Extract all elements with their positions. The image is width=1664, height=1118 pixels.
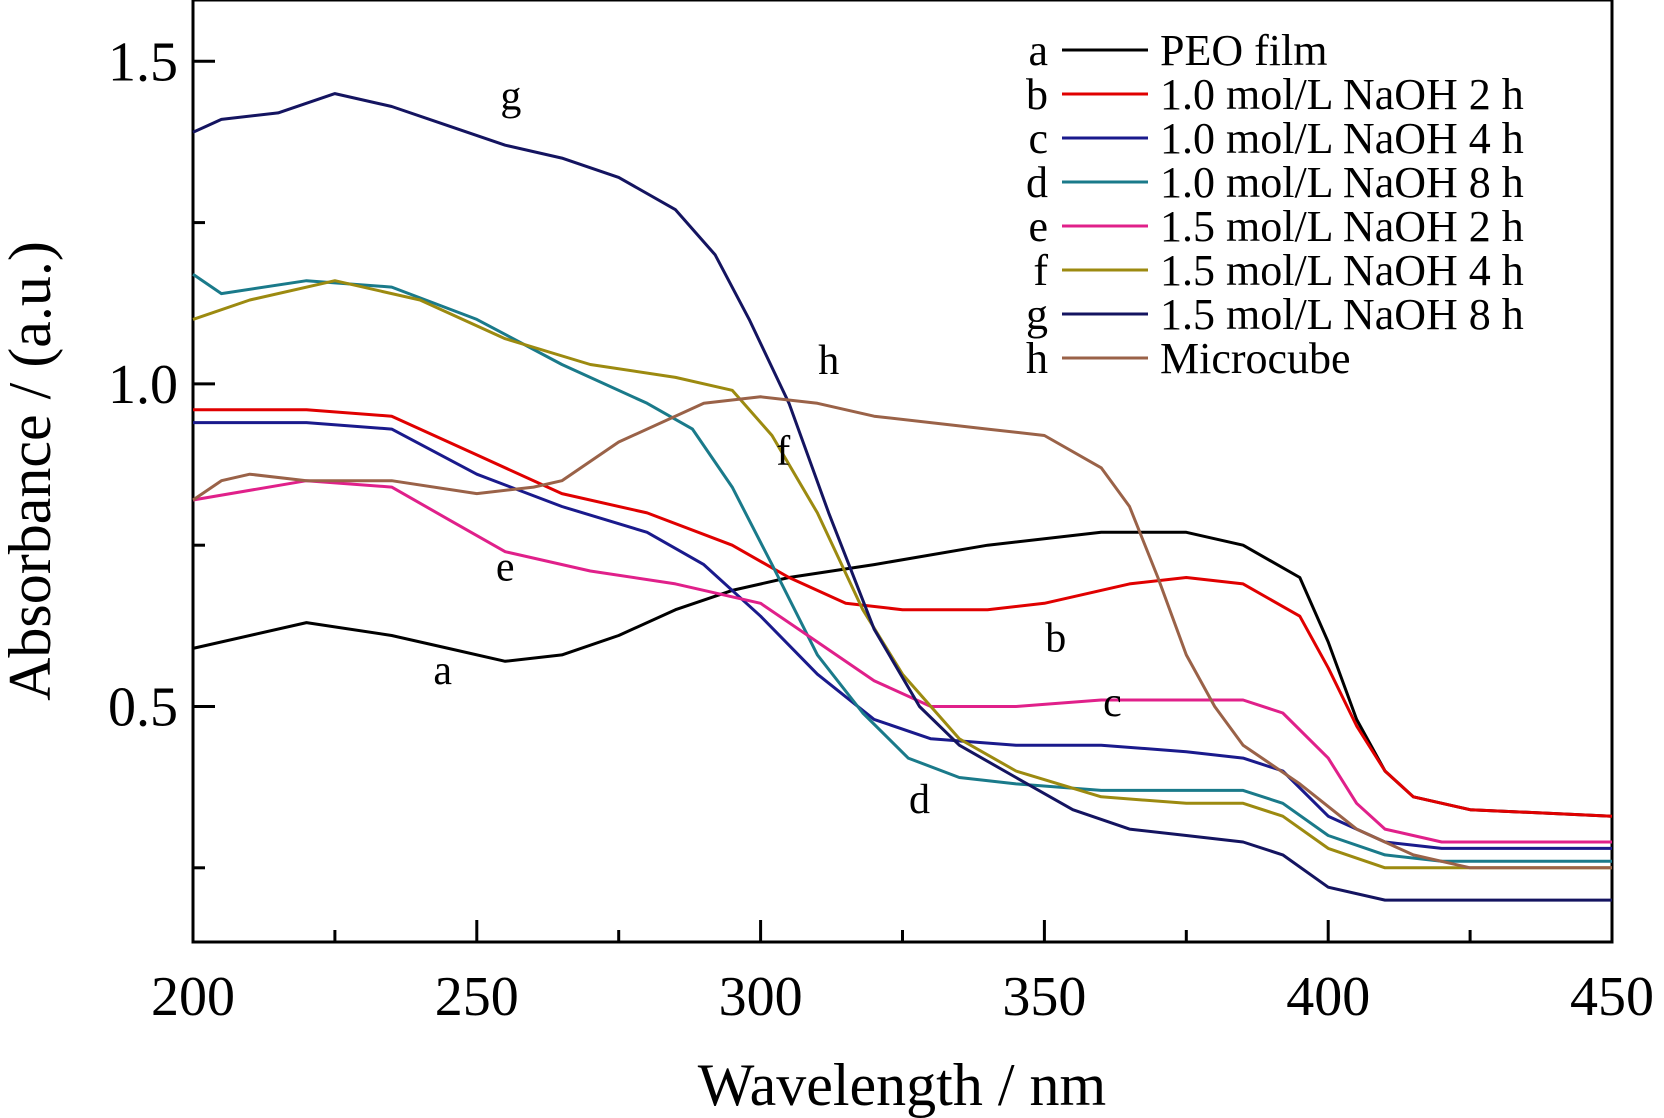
x-tick-label: 250 [435, 966, 519, 1028]
legend-key-g: g [1026, 290, 1048, 339]
curve-label-a: a [433, 648, 452, 694]
x-tick-label: 300 [719, 966, 803, 1028]
series-line-e [192, 479, 1612, 844]
series-line-d [192, 272, 1612, 863]
series-line-c [193, 421, 1612, 850]
x-tick-label: 400 [1286, 966, 1370, 1028]
legend-key-c: c [1028, 114, 1048, 163]
legend-label-d: 1.0 mol/L NaOH 8 h [1160, 158, 1524, 207]
series-line-h [192, 395, 1612, 870]
x-tick-label: 450 [1570, 966, 1654, 1028]
curve-label-f: f [776, 429, 790, 475]
y-tick-label: 1.0 [108, 354, 178, 416]
legend-label-g: 1.5 mol/L NaOH 8 h [1160, 290, 1524, 339]
curve-label-g: g [500, 74, 521, 120]
series-line-g [192, 92, 1612, 902]
legend-key-b: b [1026, 70, 1048, 119]
x-axis-title: Wavelength / nm [698, 1052, 1106, 1118]
legend: a PEO film b 1.0 mol/L NaOH 2 h c 1.0 mol/L N… [1026, 26, 1524, 383]
legend-key-a: a [1028, 26, 1048, 75]
legend-label-h: Microcube [1160, 334, 1351, 383]
series-line-a [192, 530, 1613, 818]
curve-label-h: h [818, 338, 839, 384]
curve-label-c: c [1103, 680, 1122, 726]
axis-ticks: 200 250 300 350 400 450 0.5 1.0 1.5 [108, 31, 1654, 1028]
series-line-b [193, 408, 1613, 818]
legend-key-d: d [1026, 158, 1048, 207]
legend-label-e: 1.5 mol/L NaOH 2 h [1160, 202, 1524, 251]
legend-label-a: PEO film [1160, 26, 1327, 75]
y-tick-label: 1.5 [108, 31, 178, 93]
series-group [192, 92, 1613, 902]
legend-key-e: e [1028, 202, 1048, 251]
curve-label-d: d [909, 777, 930, 823]
legend-label-b: 1.0 mol/L NaOH 2 h [1160, 70, 1524, 119]
y-tick-label: 0.5 [108, 677, 178, 739]
series-line-f [192, 279, 1612, 870]
curve-label-b: b [1045, 616, 1066, 662]
legend-key-f: f [1033, 246, 1048, 295]
legend-label-f: 1.5 mol/L NaOH 4 h [1160, 246, 1524, 295]
legend-key-h: h [1026, 334, 1048, 383]
x-tick-label: 350 [1002, 966, 1086, 1028]
curve-label-e: e [496, 545, 515, 591]
x-tick-label: 200 [151, 966, 235, 1028]
y-axis-title: Absorbance / (a.u.) [0, 241, 63, 701]
legend-label-c: 1.0 mol/L NaOH 4 h [1160, 114, 1524, 163]
